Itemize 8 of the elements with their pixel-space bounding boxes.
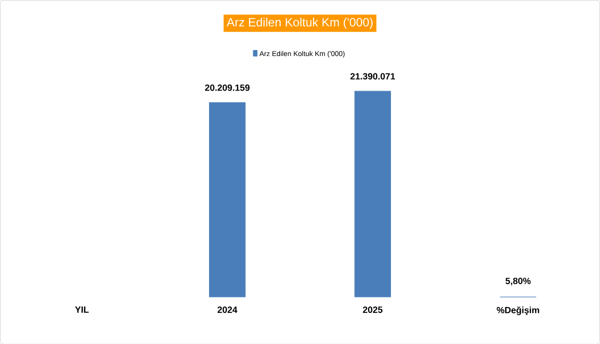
x-tick-label: %Değişim <box>496 306 540 315</box>
data-label: 20.209.159 <box>205 84 250 91</box>
data-label: 21.390.071 <box>350 72 396 80</box>
chart-title: Arz Edilen Koltuk Km ('000) <box>226 18 373 29</box>
x-tick-label: 2025 <box>362 306 382 313</box>
x-tick-label: 2024 <box>218 306 238 313</box>
x-tick-label: YIL <box>75 306 89 313</box>
data-label: 5,80% <box>506 278 531 286</box>
